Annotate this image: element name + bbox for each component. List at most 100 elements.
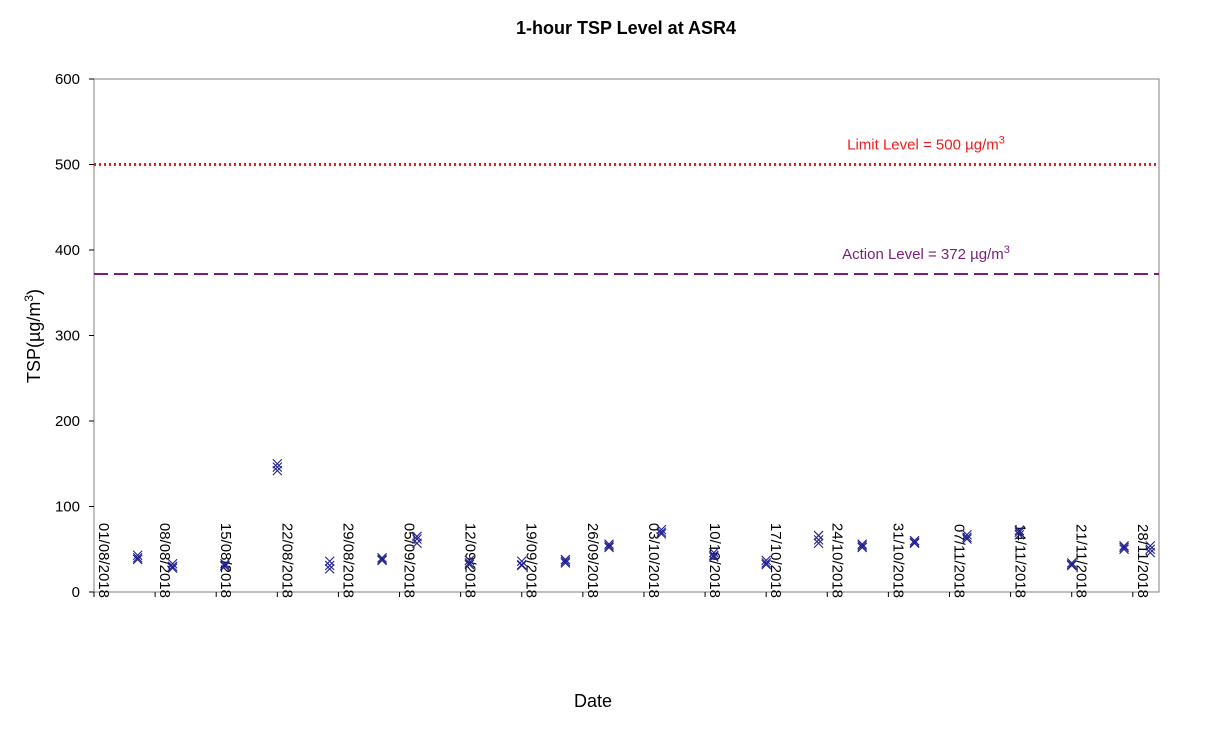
data-point [1119,544,1129,555]
y-axis-title-sup: 3 [22,295,36,302]
data-point [167,561,178,572]
data-point [516,560,527,571]
x-tick-label: 26/09/2018 [584,523,601,598]
data-point [604,540,614,551]
data-point [813,538,824,549]
y-axis-title: TSP(µg/m3) [22,289,44,383]
data-point [656,524,667,535]
data-point [761,558,772,568]
data-point [464,558,475,568]
x-tick-label: 24/10/2018 [828,523,845,598]
data-point [516,556,527,567]
data-point [1145,544,1156,555]
x-tick-label: 01/08/2018 [95,523,112,598]
action-level-label-text: Action Level = 372 [842,246,970,263]
data-point [324,564,335,574]
data-point [220,560,230,571]
y-axis-title-main: TSP( [24,342,44,383]
x-axis: 01/08/2018 08/08/2018 15/08/2018 22/08/2018… [93,523,1151,598]
data-point [857,539,868,550]
data-point [1066,559,1077,570]
data-point [708,550,719,561]
data-points [132,458,1156,574]
reference-lines: Limit Level = 500 µg/m3 Action Level = 37… [94,135,1159,275]
data-point [272,458,283,469]
data-point [1119,540,1129,551]
y-tick-label: 600 [55,71,80,88]
data-point [377,554,387,565]
y-axis-title-close: ) [24,289,44,295]
data-point [813,530,824,541]
x-tick-label: 19/09/2018 [523,523,540,598]
x-tick-label: 08/08/2018 [156,523,173,598]
y-axis-title-unit: µg/m [24,302,44,342]
y-tick-label: 300 [55,328,80,345]
data-point [272,465,283,476]
data-point [761,555,772,566]
x-axis-title: Date [574,691,612,711]
data-point [220,558,230,569]
x-tick-label: 03/10/2018 [645,523,662,598]
data-point [560,556,571,567]
limit-level-label: Limit Level = 500 µg/m3 [847,135,1005,154]
action-level-label-sup: 3 [1004,244,1010,256]
data-point [813,534,824,545]
data-point [909,537,920,548]
data-point [412,538,422,549]
data-point [132,552,143,563]
y-axis: 0 100 200 300 400 500 600 [55,71,94,601]
data-point [464,559,475,570]
data-point [132,550,143,561]
data-point [412,534,422,544]
x-tick-label: 05/09/2018 [401,523,418,598]
data-point [656,527,667,538]
x-tick-label: 14/11/2018 [1012,524,1029,598]
data-point [167,563,178,573]
data-point [604,539,614,550]
limit-level-label-sup: 3 [999,135,1005,147]
data-point [377,555,387,566]
data-point [1145,547,1156,558]
y-tick-label: 200 [55,413,80,430]
x-tick-label: 28/11/2018 [1134,524,1151,598]
data-point [857,540,868,551]
y-tick-label: 400 [55,242,80,259]
plot-area [93,78,1160,593]
y-tick-label: 0 [72,584,80,601]
data-point [272,462,283,473]
x-tick-label: 29/08/2018 [339,523,356,598]
data-point [167,558,178,569]
data-point [857,542,868,553]
x-tick-label: 17/10/2018 [767,523,784,598]
data-point [909,535,920,546]
data-point [708,547,719,558]
data-point [324,560,335,571]
data-point [1066,560,1077,571]
data-point [962,532,972,543]
x-tick-label: 10/10/2018 [706,523,723,598]
data-point [132,554,143,565]
data-point [377,552,387,563]
data-point [1014,529,1025,540]
data-point [1014,527,1025,538]
x-tick-label: 21/11/2018 [1073,524,1090,598]
data-point [761,559,772,570]
action-level-label: Action Level = 372 µg/m3 [842,244,1010,263]
data-point [909,538,920,549]
x-tick-label: 15/08/2018 [217,523,234,598]
action-level-label-unit: µg/m [970,246,1004,263]
data-point [560,554,571,565]
limit-level-label-unit: µg/m [965,137,999,154]
data-point [962,534,972,544]
data-point [656,528,667,539]
data-point [604,542,614,553]
data-point [1145,540,1156,551]
data-point [1014,525,1025,536]
data-point [516,559,527,570]
x-tick-label: 31/10/2018 [889,523,906,598]
data-point [708,552,719,562]
data-point [220,561,230,572]
x-tick-label: 22/08/2018 [278,523,295,598]
y-tick-label: 500 [55,157,80,174]
